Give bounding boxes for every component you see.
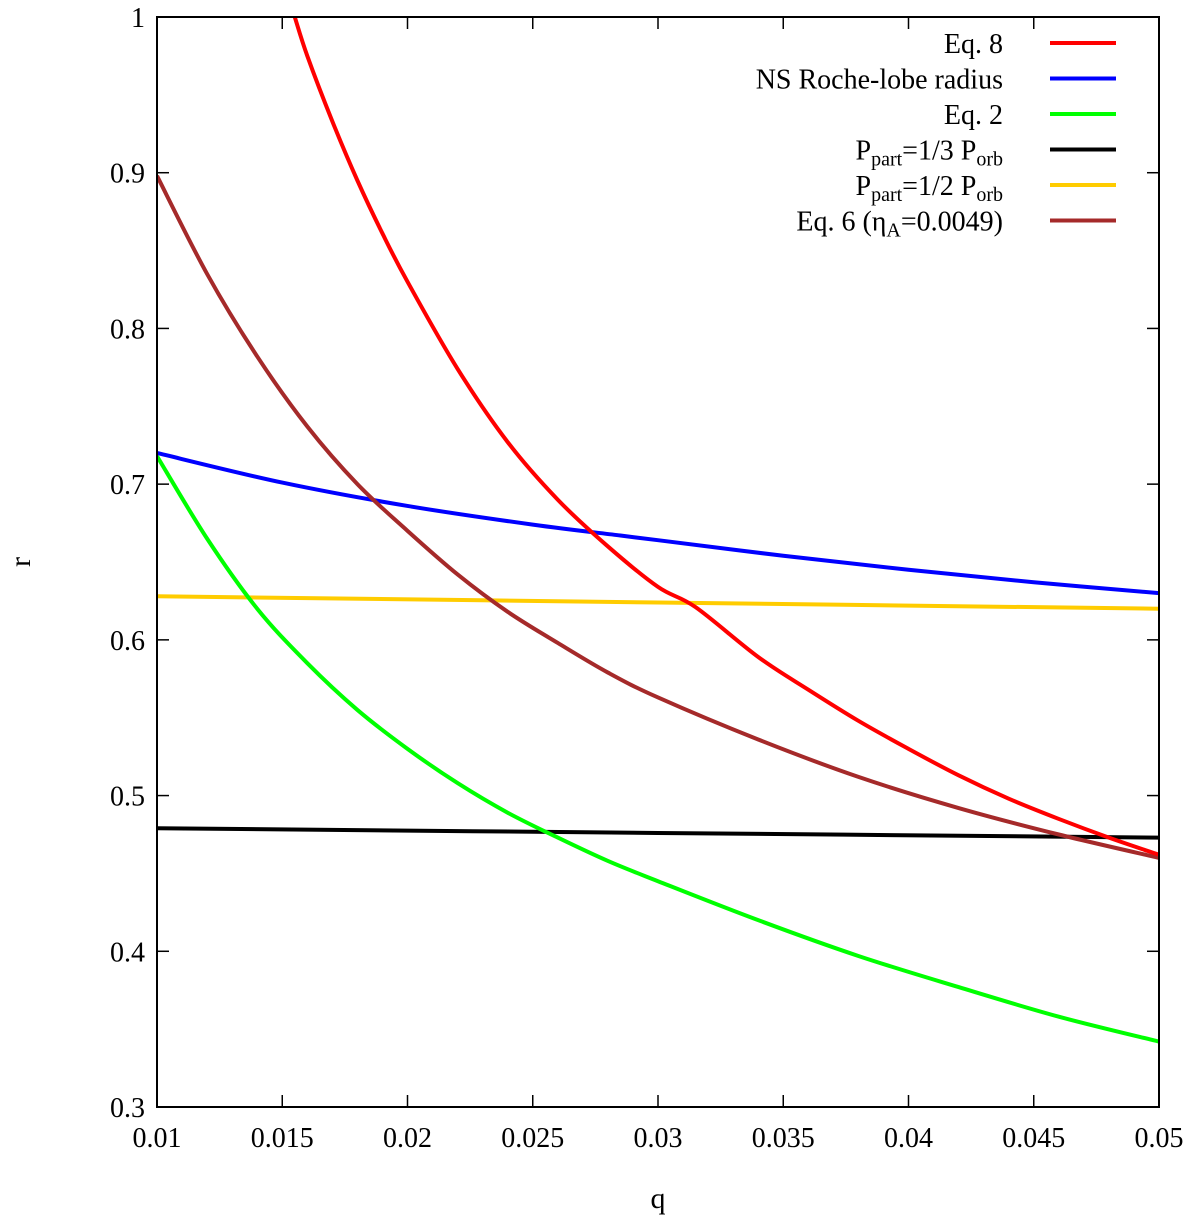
y-tick-label: 0.5 bbox=[110, 782, 145, 813]
x-tick-label: 0.05 bbox=[1135, 1123, 1184, 1154]
legend-label-ppart-1-3-porb: Ppart=1/3 Porb bbox=[856, 136, 1004, 171]
x-tick-label: 0.045 bbox=[1002, 1123, 1065, 1154]
y-tick-label: 0.3 bbox=[110, 1093, 145, 1124]
y-tick-label: 0.8 bbox=[110, 314, 145, 345]
x-tick-label: 0.03 bbox=[634, 1123, 683, 1154]
x-tick-label: 0.025 bbox=[501, 1123, 564, 1154]
legend-label-ns-roche-lobe-radius: NS Roche-lobe radius bbox=[756, 65, 1003, 96]
plot-frame bbox=[156, 16, 1160, 1108]
series-line-eq-8 bbox=[292, 17, 1159, 857]
legend: Eq. 8 NS Roche-lobe radius Eq. 2 Ppart=1/3 … bbox=[756, 29, 1116, 241]
y-tick-label: 0.7 bbox=[110, 470, 145, 501]
series-line-eq-6-a-0-0049 bbox=[157, 174, 1159, 860]
legend-label-ppart-1-2-porb: Ppart=1/2 Porb bbox=[856, 171, 1004, 206]
legend-label-eq-8: Eq. 8 bbox=[944, 29, 1003, 60]
ticks-layer: 0.01 0.015 0.02 0.025 0.03 0.035 0.04 0.045 0.05… bbox=[110, 3, 1184, 1154]
series-layer bbox=[157, 17, 1159, 1044]
series-line-ppart-1-2-porb bbox=[157, 594, 1159, 611]
y-tick-label: 0.6 bbox=[110, 626, 145, 657]
series-line-ppart-1-3-porb bbox=[157, 826, 1159, 840]
x-axis-title: q bbox=[651, 1182, 666, 1215]
x-tick-label: 0.04 bbox=[884, 1123, 933, 1154]
y-tick-label: 0.4 bbox=[110, 937, 145, 968]
series-line-eq-2 bbox=[157, 455, 1159, 1044]
x-tick-label: 0.02 bbox=[383, 1123, 432, 1154]
legend-label-eq-6-a-0-0049: Eq. 6 (ηA=0.0049) bbox=[796, 207, 1003, 242]
y-tick-label: 0.9 bbox=[110, 159, 145, 190]
x-tick-label: 0.015 bbox=[251, 1123, 314, 1154]
x-tick-label: 0.035 bbox=[752, 1123, 815, 1154]
y-tick-label: 1 bbox=[131, 3, 145, 34]
series-line-ns-roche-lobe-radius bbox=[157, 451, 1159, 596]
x-tick-label: 0.01 bbox=[133, 1123, 182, 1154]
legend-label-eq-2: Eq. 2 bbox=[944, 100, 1003, 131]
y-axis-title: r bbox=[4, 557, 37, 567]
